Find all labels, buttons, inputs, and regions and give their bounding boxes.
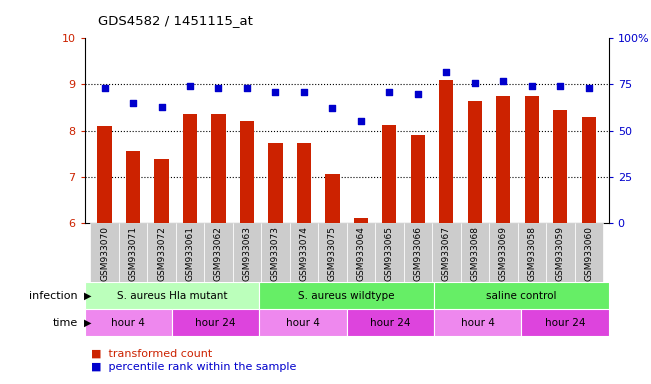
- Bar: [126, 151, 140, 223]
- Bar: [375, 223, 404, 282]
- Text: hour 4: hour 4: [461, 318, 495, 328]
- Text: hour 24: hour 24: [545, 318, 585, 328]
- Bar: [147, 223, 176, 282]
- Bar: [98, 126, 112, 223]
- Bar: [326, 174, 340, 223]
- Text: saline control: saline control: [486, 291, 557, 301]
- Text: S. aureus Hla mutant: S. aureus Hla mutant: [117, 291, 227, 301]
- Text: ■  percentile rank within the sample: ■ percentile rank within the sample: [91, 362, 296, 372]
- Point: [299, 89, 309, 95]
- Point: [128, 100, 138, 106]
- Bar: [240, 121, 254, 223]
- Bar: [521, 309, 609, 336]
- Bar: [204, 223, 233, 282]
- Text: hour 4: hour 4: [111, 318, 145, 328]
- Text: GSM933066: GSM933066: [413, 226, 422, 281]
- Text: time: time: [53, 318, 78, 328]
- Bar: [581, 117, 596, 223]
- Bar: [434, 282, 609, 309]
- Point: [527, 83, 537, 89]
- Text: GSM933073: GSM933073: [271, 226, 280, 281]
- Bar: [411, 135, 425, 223]
- Point: [384, 89, 395, 95]
- Text: ▶: ▶: [84, 291, 92, 301]
- Text: hour 4: hour 4: [286, 318, 320, 328]
- Bar: [496, 96, 510, 223]
- Bar: [183, 114, 197, 223]
- Bar: [518, 223, 546, 282]
- Bar: [347, 309, 434, 336]
- Point: [413, 91, 423, 97]
- Text: hour 24: hour 24: [195, 318, 236, 328]
- Text: GSM933058: GSM933058: [527, 226, 536, 281]
- Bar: [261, 223, 290, 282]
- Text: infection: infection: [29, 291, 78, 301]
- Bar: [85, 309, 172, 336]
- Text: GSM933061: GSM933061: [186, 226, 195, 281]
- Text: GSM933075: GSM933075: [328, 226, 337, 281]
- Text: ▶: ▶: [84, 318, 92, 328]
- Text: GSM933063: GSM933063: [242, 226, 251, 281]
- Point: [555, 83, 566, 89]
- Bar: [176, 223, 204, 282]
- Bar: [297, 143, 311, 223]
- Point: [469, 79, 480, 86]
- Bar: [90, 223, 118, 282]
- Bar: [259, 309, 347, 336]
- Bar: [439, 80, 454, 223]
- Text: hour 24: hour 24: [370, 318, 411, 328]
- Bar: [154, 159, 169, 223]
- Text: GSM933068: GSM933068: [470, 226, 479, 281]
- Text: GDS4582 / 1451115_at: GDS4582 / 1451115_at: [98, 14, 253, 27]
- Bar: [259, 282, 434, 309]
- Text: GSM933067: GSM933067: [442, 226, 451, 281]
- Bar: [489, 223, 518, 282]
- Text: GSM933074: GSM933074: [299, 226, 309, 281]
- Point: [185, 83, 195, 89]
- Point: [441, 68, 452, 74]
- Bar: [461, 223, 489, 282]
- Bar: [382, 125, 396, 223]
- Bar: [347, 223, 375, 282]
- Point: [583, 85, 594, 91]
- Text: GSM933064: GSM933064: [356, 226, 365, 281]
- Point: [498, 78, 508, 84]
- Bar: [290, 223, 318, 282]
- Bar: [434, 309, 521, 336]
- Bar: [546, 223, 575, 282]
- Bar: [85, 282, 259, 309]
- Point: [327, 105, 338, 111]
- Text: GSM933069: GSM933069: [499, 226, 508, 281]
- Text: GSM933060: GSM933060: [584, 226, 593, 281]
- Bar: [575, 223, 603, 282]
- Point: [242, 85, 252, 91]
- Bar: [172, 309, 259, 336]
- Text: GSM933065: GSM933065: [385, 226, 394, 281]
- Point: [156, 104, 167, 110]
- Bar: [525, 96, 539, 223]
- Text: GSM933059: GSM933059: [556, 226, 565, 281]
- Text: ■  transformed count: ■ transformed count: [91, 348, 212, 358]
- Bar: [119, 223, 147, 282]
- Bar: [467, 101, 482, 223]
- Bar: [233, 223, 261, 282]
- Bar: [318, 223, 347, 282]
- Bar: [268, 143, 283, 223]
- Point: [100, 85, 110, 91]
- Text: GSM933072: GSM933072: [157, 226, 166, 281]
- Bar: [432, 223, 461, 282]
- Text: S. aureus wildtype: S. aureus wildtype: [298, 291, 395, 301]
- Bar: [353, 218, 368, 223]
- Text: GSM933070: GSM933070: [100, 226, 109, 281]
- Point: [355, 118, 366, 124]
- Text: GSM933062: GSM933062: [214, 226, 223, 281]
- Text: GSM933071: GSM933071: [128, 226, 137, 281]
- Bar: [212, 114, 226, 223]
- Point: [214, 85, 224, 91]
- Bar: [404, 223, 432, 282]
- Bar: [553, 110, 568, 223]
- Point: [270, 89, 281, 95]
